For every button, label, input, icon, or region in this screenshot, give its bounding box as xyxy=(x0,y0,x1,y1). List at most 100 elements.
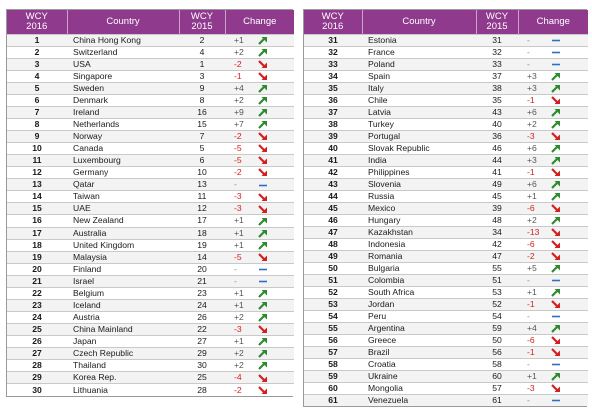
change-cell: -1 xyxy=(518,165,588,178)
country-cell: Hungary xyxy=(362,213,476,226)
arrow-down-icon xyxy=(551,299,563,309)
rank-2015-cell: 13 xyxy=(179,178,225,191)
country-cell: Finland xyxy=(67,262,179,276)
arrow-down-icon xyxy=(258,373,270,383)
rank-2016-cell: 18 xyxy=(7,238,67,252)
table-row: 57 Brazil 56 -1 xyxy=(304,345,588,358)
change-cell: - xyxy=(518,393,588,406)
table-row: 25 China Mainland 22 -3 xyxy=(7,322,294,336)
table-row: 3 USA 1 -2 xyxy=(7,57,294,71)
change-value: -2 xyxy=(234,384,242,395)
rank-2016-cell: 35 xyxy=(304,81,362,94)
arrow-up-icon xyxy=(551,144,563,153)
rank-2015-cell: 22 xyxy=(179,322,225,336)
arrow-down-icon xyxy=(258,192,270,202)
table-header-row: WCY 2016 Country WCY 2015 Change xyxy=(304,10,588,34)
rank-2016-cell: 52 xyxy=(304,285,362,298)
table-row: 41 India 44 +3 xyxy=(304,153,588,166)
rank-2015-cell: 23 xyxy=(179,286,225,300)
rank-2015-cell: 51 xyxy=(476,273,518,286)
header-wcy-2015: WCY 2015 xyxy=(179,10,226,34)
rank-2015-cell: 6 xyxy=(179,154,225,167)
rank-2016-cell: 55 xyxy=(304,321,362,334)
change-cell: +1 xyxy=(518,369,588,382)
table-row: 33 Poland 33- xyxy=(304,57,588,70)
rank-2015-cell: 45 xyxy=(476,189,518,202)
country-cell: Luxembourg xyxy=(67,154,179,167)
table-row: 1 China Hong Kong 2 +1 xyxy=(7,33,294,47)
table-row: 40 Slovak Republic 46 +6 xyxy=(304,141,588,154)
arrow-up-icon xyxy=(551,216,563,225)
header-country: Country xyxy=(362,10,477,34)
change-cell: - xyxy=(518,57,588,70)
country-cell: Romania xyxy=(362,249,476,262)
country-cell: Sweden xyxy=(67,81,179,95)
country-cell: Russia xyxy=(362,189,476,202)
country-cell: Slovak Republic xyxy=(362,141,476,154)
rank-2016-cell: 22 xyxy=(7,286,67,300)
change-value: -1 xyxy=(527,346,535,357)
rank-2016-cell: 33 xyxy=(304,57,362,70)
rank-2015-cell: 26 xyxy=(179,310,225,324)
change-value: +1 xyxy=(234,336,244,347)
rank-2016-cell: 48 xyxy=(304,237,362,250)
rank-2016-cell: 27 xyxy=(7,347,67,360)
table-row: 55 Argentina 59 +4 xyxy=(304,321,588,334)
change-cell: +1 xyxy=(225,298,294,312)
change-value: +2 xyxy=(527,118,537,129)
rank-2015-cell: 1 xyxy=(179,57,225,71)
rank-2016-cell: 24 xyxy=(7,310,67,324)
country-cell: China Hong Kong xyxy=(67,33,179,47)
rank-2015-cell: 14 xyxy=(179,250,225,264)
change-value: -2 xyxy=(527,250,535,261)
rank-2015-cell: 8 xyxy=(179,93,225,107)
table-row: 24 Austria 26 +2 xyxy=(7,310,294,324)
rank-2016-cell: 3 xyxy=(7,57,67,71)
rank-2015-cell: 9 xyxy=(179,81,225,95)
rank-2016-cell: 23 xyxy=(7,298,67,312)
change-value: +5 xyxy=(527,262,537,273)
table-row: 45 Mexico 39 -6 xyxy=(304,201,588,214)
table-row: 52 South Africa 53 +1 xyxy=(304,285,588,298)
table-row: 31 Estonia 31- xyxy=(304,33,588,46)
arrow-down-icon xyxy=(258,72,270,81)
rank-2016-cell: 58 xyxy=(304,357,362,370)
change-cell: +3 xyxy=(518,81,588,94)
table-row: 17 Australia 18 +1 xyxy=(7,226,294,240)
change-cell: -3 xyxy=(225,202,294,215)
change-value: +4 xyxy=(234,82,244,93)
rank-2016-cell: 29 xyxy=(7,371,67,384)
country-cell: France xyxy=(362,45,476,58)
arrow-up-icon xyxy=(258,84,270,93)
rank-2016-cell: 47 xyxy=(304,225,362,238)
arrow-up-icon xyxy=(258,36,270,45)
rank-2016-cell: 9 xyxy=(7,129,67,143)
change-value: +2 xyxy=(527,214,537,225)
rank-2015-cell: 52 xyxy=(476,297,518,310)
country-cell: Taiwan xyxy=(67,190,179,203)
change-cell: -5 xyxy=(225,250,294,264)
rank-2016-cell: 34 xyxy=(304,69,362,82)
change-value: -6 xyxy=(527,202,535,213)
change-cell: - xyxy=(225,178,294,191)
table-row: 5 Sweden 9 +4 xyxy=(7,81,294,95)
country-cell: Switzerland xyxy=(67,45,179,59)
country-cell: Turkey xyxy=(362,117,476,130)
rank-2015-cell: 21 xyxy=(179,274,225,288)
arrow-up-icon xyxy=(551,84,563,93)
country-cell: Canada xyxy=(67,142,179,155)
change-cell: +9 xyxy=(225,105,294,119)
change-value: +9 xyxy=(234,106,244,117)
rank-2015-cell: 33 xyxy=(476,57,518,70)
rank-2015-cell: 25 xyxy=(179,371,225,384)
country-cell: Belgium xyxy=(67,286,179,300)
country-cell: Croatia xyxy=(362,357,476,370)
change-value: -5 xyxy=(234,155,242,166)
arrow-down-icon xyxy=(258,60,270,69)
arrow-up-icon xyxy=(258,48,270,57)
arrow-down-icon xyxy=(258,156,270,165)
rank-2015-cell: 55 xyxy=(476,261,518,274)
table-row: 35 Italy 38 +3 xyxy=(304,81,588,94)
change-value: -3 xyxy=(527,130,535,141)
arrow-up-icon xyxy=(551,108,563,117)
